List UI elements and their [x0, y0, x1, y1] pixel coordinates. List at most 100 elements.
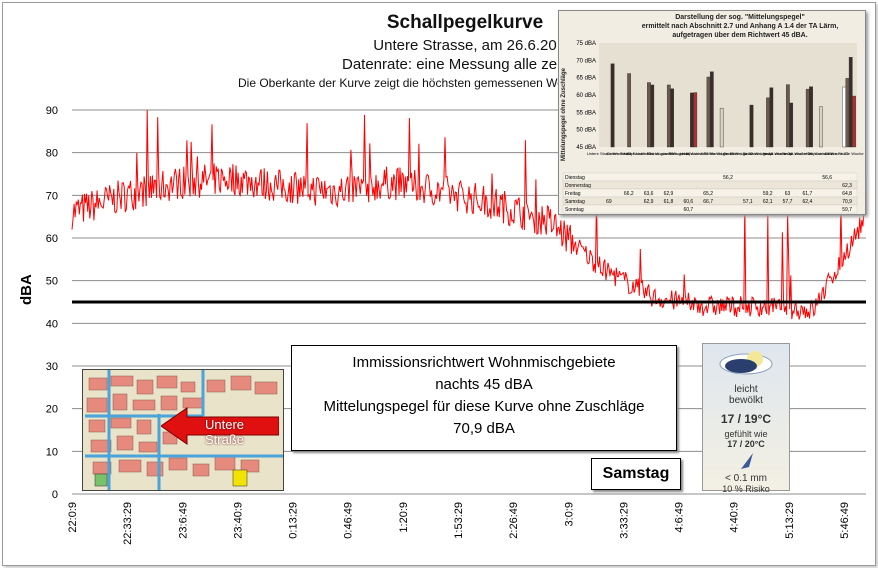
inset-bar [842, 86, 846, 148]
inset-average-levels-chart: Darstellung der sog. "Mittelungspegel" e… [558, 10, 866, 215]
info-line-3: Mittelungspegel für diese Kurve ohne Zus… [323, 398, 645, 415]
inset-table-cell: 70,9 [842, 199, 852, 205]
info-textbox: Immissionsrichtwert Wohnmischgebiete nac… [291, 345, 677, 451]
x-tick-label: 1:53:29 [453, 502, 465, 539]
weather-felt-label: gefühlt wie [724, 429, 768, 439]
x-tick-label: 5:13:29 [784, 502, 796, 539]
inset-category-label: Untere Straße Woche 25 [825, 151, 865, 156]
inset-title-3: aufgetragen über dem Richtwert 45 dBA. [672, 32, 808, 39]
inset-category-label: Gr. Mantel-gasse Woche 52 [703, 151, 753, 156]
inset-table-cell: 60,7 [683, 207, 693, 213]
y-tick-label: 90 [46, 105, 58, 117]
y-tick-label: 40 [46, 318, 58, 330]
inset-bar [666, 84, 671, 148]
inset-row-label: Samstag [565, 199, 585, 205]
y-axis-label: dBA [18, 274, 35, 305]
subtitle-location: Untere Strasse, am 26.6.20 [373, 37, 557, 54]
inset-bar [690, 92, 694, 148]
y-tick-labels: 0 10 20 30 40 50 60 70 80 90 [46, 105, 58, 501]
x-tick-label: 1:20:9 [398, 502, 410, 533]
inset-category-label: Haupt-straße Mitte Woche 51 [682, 151, 735, 156]
raindrop-icon [741, 453, 753, 469]
inset-category-label: Untere Straße Woche 49 [607, 151, 652, 156]
weather-risk: 10 % Risiko [722, 484, 770, 494]
map-street-label: Untere Straße [205, 417, 245, 447]
inset-row-label: Sonntag [565, 207, 584, 213]
inset-bar [819, 106, 823, 148]
info-line-4: 70,9 dBA [453, 420, 515, 437]
x-tick-label: 22:33:29 [122, 502, 134, 545]
noise-level-curve [71, 109, 867, 320]
inset-bar [709, 71, 714, 148]
y-tick-label: 70 [46, 190, 58, 202]
inset-bar [809, 86, 813, 148]
inset-bar [845, 78, 850, 148]
inset-category-label: Untere Straße Woche 47 [587, 151, 632, 156]
weather-widget: leicht bewölkt 17 / 19°C gefühlt wie 17 … [702, 343, 790, 494]
inset-bar [610, 63, 615, 148]
subtitle-datarate: Datenrate: eine Messung alle zehn S [342, 56, 588, 73]
inset-y-tick: 60 dBA [576, 93, 596, 99]
arrow-icon [161, 407, 279, 445]
inset-table-cell: 63,6 [644, 191, 654, 197]
inset-category-label: Katzen-gasse Woche 50 [647, 151, 691, 156]
inset-bar [749, 104, 754, 148]
inset-bar [719, 107, 724, 148]
inset-category-label: Haupt-straße Ost Woche 20 [763, 151, 814, 156]
inset-bar [786, 84, 790, 148]
y-tick-label: 50 [46, 276, 58, 288]
inset-table-cell: 65,2 [703, 191, 713, 197]
inset-category-label: Gr. Mantel-gasse Woche 13 [723, 151, 773, 156]
y-tick-label: 20 [46, 404, 58, 416]
weather-temp: 17 / 19°C [720, 412, 772, 426]
inset-row-label: Dienstag [565, 175, 585, 181]
x-tick-label: 22:0:9 [67, 502, 79, 533]
inset-title-2: ermittelt nach Abschnitt 2.7 und Anhang … [641, 23, 839, 30]
inset-table-cell: 62,9 [664, 191, 674, 197]
weather-condition-1: leicht [734, 384, 758, 395]
x-tick-label: 2:26:49 [508, 502, 520, 539]
inset-category-label: Gr. Mantel-gasse Woche 14 [743, 151, 793, 156]
subtitle-note: Die Oberkante der Kurve zeigt die höchst… [238, 76, 622, 90]
inset-row-label: Donnerstag [565, 183, 591, 189]
inset-bar [805, 88, 810, 148]
x-tick-label: 23:40:9 [232, 502, 244, 539]
inset-y-tick: 55 dBA [576, 110, 596, 116]
inset-y-tick: 45 dBA [576, 145, 596, 151]
x-tick-label: 23:6:49 [177, 502, 189, 539]
y-tick-label: 60 [46, 233, 58, 245]
inset-table-cell: 59,2 [763, 191, 773, 197]
x-tick-label: 3:0:9 [563, 502, 575, 526]
inset-bar [848, 57, 853, 148]
inset-plot: 75 dBA 70 dBA 65 dBA 60 dBA 55 dBA 50 dBA 45 d… [562, 41, 865, 214]
inset-bar [670, 88, 674, 148]
x-tick-label: 3:33:29 [618, 502, 630, 539]
info-line-2: nachts 45 dBA [435, 376, 533, 393]
inset-bar [627, 73, 631, 148]
inset-table-cell: 64,8 [842, 191, 852, 197]
inset-table-cell: 61,8 [664, 199, 674, 205]
inset-table-cell: 66,7 [703, 199, 713, 205]
inset-category-label: Haupt-straße Woche 22 [806, 151, 849, 156]
inset-table-cell: 62,1 [763, 199, 773, 205]
inset-table-cell: 66,2 [624, 191, 634, 197]
inset-table-cell: 62,9 [644, 199, 654, 205]
inset-bar [693, 92, 698, 148]
inset-y-tick: 70 dBA [576, 58, 596, 64]
inset-table-cell: 56,6 [822, 175, 832, 181]
inset-bar [650, 84, 655, 148]
inset-category-label: Stein-gasse Woche 50 [668, 151, 709, 156]
inset-bar [789, 102, 794, 148]
inset-table-cell: 63 [785, 191, 791, 197]
inset-bar [852, 95, 856, 148]
inset-table-cell: 62,3 [842, 183, 852, 189]
inset-title-1: Darstellung der sog. "Mittelungspegel" [675, 14, 805, 21]
inset-bar [766, 97, 770, 148]
weather-precip: < 0.1 mm [725, 473, 767, 484]
inset-y-label: Mittelungspegel ohne Zuschläge [561, 67, 567, 161]
inset-table-cell: 57,1 [743, 199, 753, 205]
moon-cloud-icon [719, 351, 773, 375]
x-tick-label: 4:6:49 [674, 502, 686, 533]
street-map-image: Untere Straße [82, 369, 284, 491]
